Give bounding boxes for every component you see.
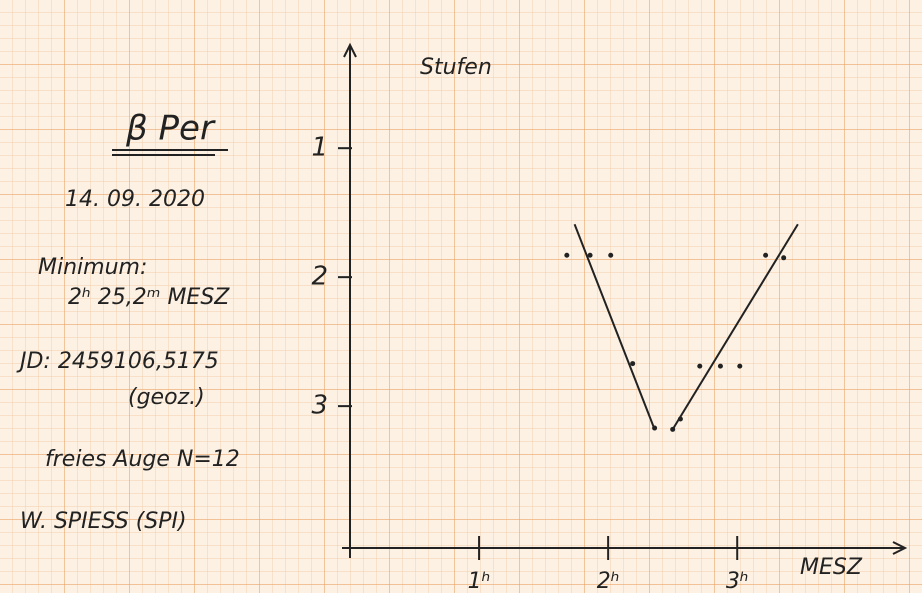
data-point [670,427,675,432]
chart: β Per Stufen MESZ 14. 09. 2020 Minimum: 2ʰ… [0,0,922,593]
x-tick-label: 3ʰ [726,569,749,593]
data-point [588,253,593,258]
data-point [718,364,723,369]
y-tick-label: 2 [311,262,328,292]
y-tick-label: 3 [311,391,328,421]
annotation: W. SPIESS (SPI) [20,509,187,534]
annotation: Minimum: [38,255,147,280]
data-point [697,364,702,369]
data-point [678,417,683,422]
x-tick-label: 1ʰ [468,569,491,593]
data-point [781,255,786,260]
data-point [564,253,569,258]
x-axis-label: MESZ [800,555,863,580]
y-tick-label: 1 [311,133,328,163]
data-point [737,364,742,369]
data-point [652,426,657,431]
data-point [608,253,613,258]
annotation: freies Auge N=12 [45,447,240,472]
y-axis-label: Stufen [420,55,492,80]
data-point [763,253,768,258]
chart-title: β Per [125,109,216,149]
annotation: 2ʰ 25,2ᵐ MESZ [68,285,230,310]
data-point [630,361,635,366]
annotation: (geoz.) [128,385,205,410]
annotation: JD: 2459106,5175 [16,349,219,374]
x-tick-label: 2ʰ [597,569,620,593]
annotation: 14. 09. 2020 [65,187,205,212]
